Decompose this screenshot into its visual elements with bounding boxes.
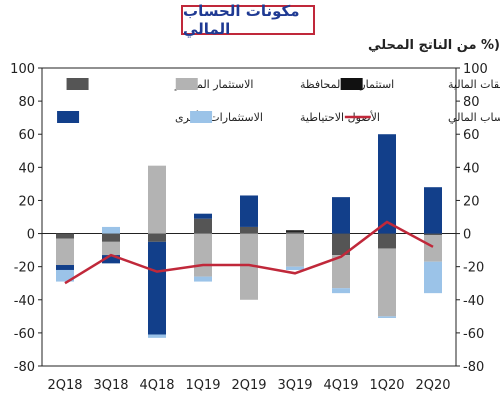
legend-swatch: [340, 78, 363, 90]
y-tick-label-left: -60: [14, 327, 35, 342]
x-tick-label: 1Q19: [185, 378, 220, 393]
bar-segment: [102, 233, 120, 242]
y-tick-label-right: 100: [463, 62, 488, 77]
y-tick-label-right: -60: [463, 327, 484, 342]
y-tick-label-left: -80: [14, 360, 35, 375]
unit-label: (% من الناتج المحلي: [368, 38, 500, 53]
legend-swatch: [57, 111, 80, 123]
y-tick-label-right: -80: [463, 360, 484, 375]
x-tick-label: 2Q20: [415, 378, 450, 393]
y-tick-label-right: 40: [463, 161, 480, 176]
bar-segment: [424, 233, 442, 236]
bar-segment: [424, 261, 442, 294]
y-tick-label-left: 40: [18, 161, 35, 176]
plot-frame: [41, 67, 457, 367]
x-tick-label: 1Q20: [369, 378, 404, 393]
y-tick-label-left: 0: [27, 228, 35, 243]
x-tick-label: 3Q19: [277, 378, 312, 393]
bar-segment: [332, 197, 350, 234]
bar-segment: [148, 334, 166, 338]
bar-segment: [194, 276, 212, 282]
y-tick-label-left: 80: [18, 95, 35, 110]
y-tick-label-right: 80: [463, 95, 480, 110]
bar-segment: [286, 231, 304, 234]
y-tick-label-right: 0: [463, 228, 471, 243]
y-tick-label-right: -20: [463, 261, 484, 276]
bar-segment: [56, 238, 74, 266]
bar-segment: [240, 233, 258, 300]
bar-segment: [102, 241, 120, 256]
bar-segment: [332, 255, 350, 289]
x-tick-label: 4Q19: [323, 378, 358, 393]
bar-segment: [240, 226, 258, 234]
legend-swatch: [190, 111, 213, 123]
bar-segment: [56, 269, 74, 282]
y-tick-label-left: 100: [10, 62, 35, 77]
x-tick-label: 3Q18: [93, 378, 128, 393]
bar-segment: [286, 233, 304, 267]
legend-label: المشتقات المالية: [448, 78, 500, 91]
bar-segment: [424, 235, 442, 262]
bar-segment: [194, 218, 212, 234]
y-tick-label-left: -40: [14, 294, 35, 309]
bar-segment: [148, 165, 166, 234]
bar-segment: [102, 255, 120, 264]
y-tick-label-left: -20: [14, 261, 35, 276]
bar-segment: [194, 213, 212, 219]
bar-segment: [56, 265, 74, 270]
x-tick-label: 4Q18: [139, 378, 174, 393]
x-tick-label: 2Q19: [231, 378, 266, 393]
bar-segment: [332, 288, 350, 294]
y-tick-label-right: 20: [463, 194, 480, 209]
y-tick-label-left: 20: [18, 194, 35, 209]
bar-segment: [148, 233, 166, 242]
bar-segment: [148, 241, 166, 335]
bar-segment: [286, 230, 304, 232]
legend-swatch: [175, 78, 198, 90]
bar-segment: [102, 226, 120, 234]
y-tick-label-left: 60: [18, 128, 35, 143]
legend-label: الاستثمارات الأخرى: [175, 110, 263, 124]
bar-segment: [56, 233, 74, 239]
y-tick-label-right: -40: [463, 294, 484, 309]
x-tick-label: 2Q18: [47, 378, 82, 393]
bar-segment: [378, 248, 396, 317]
legend-label: الأصول الاحتياطية: [300, 110, 380, 124]
bar-segment: [424, 187, 442, 234]
bar-segment: [378, 134, 396, 234]
bar-segment: [332, 233, 350, 256]
financial-account-line: [64, 220, 434, 285]
bar-segment: [194, 233, 212, 277]
chart-title: مكونات الحساب المالي: [181, 2, 315, 38]
bar-segment: [378, 233, 396, 249]
legend-label: الحساب المالي: [448, 111, 500, 124]
bar-segment: [378, 316, 396, 318]
bar-segment: [240, 195, 258, 227]
y-tick-label-right: 60: [463, 128, 480, 143]
legend-swatch: [66, 78, 89, 90]
bar-segment: [286, 266, 304, 270]
